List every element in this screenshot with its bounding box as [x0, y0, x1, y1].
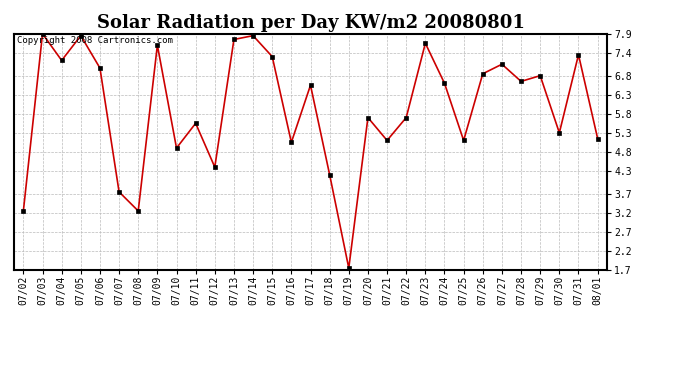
Title: Solar Radiation per Day KW/m2 20080801: Solar Radiation per Day KW/m2 20080801 — [97, 14, 524, 32]
Text: Copyright 2008 Cartronics.com: Copyright 2008 Cartronics.com — [17, 36, 172, 45]
